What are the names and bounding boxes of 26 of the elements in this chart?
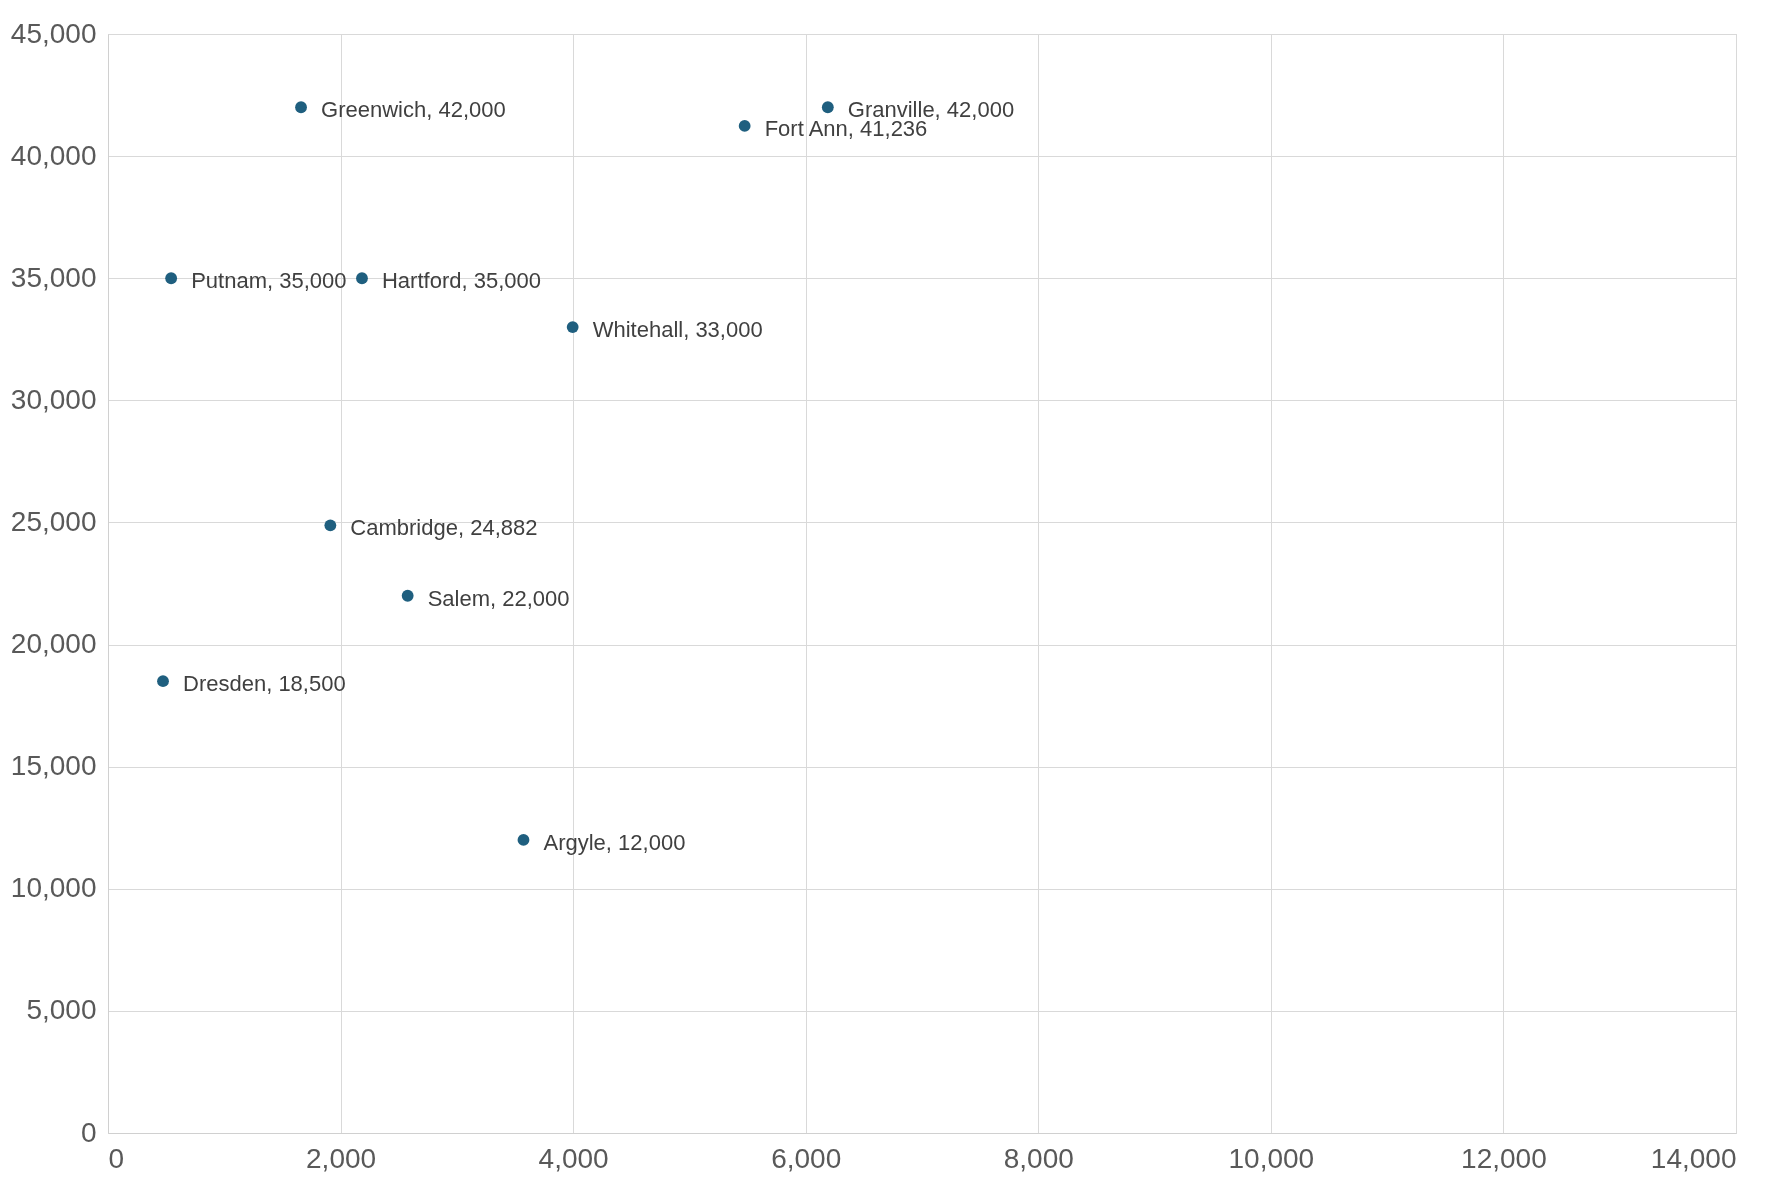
text: Putnam, 35,000	[191, 268, 347, 294]
text: Greenwich, 42,000	[321, 97, 506, 123]
text: Argyle, 12,000	[543, 829, 686, 855]
y-tick-label: 20,000	[10, 628, 97, 660]
y-tick-label: 30,000	[10, 383, 97, 415]
text: Hartford, 35,000	[381, 268, 541, 294]
x-tick-label: 8,000	[1003, 1142, 1074, 1174]
y-tick-label: 5,000	[26, 994, 97, 1026]
x-tick-label: 4,000	[538, 1142, 609, 1174]
y-tick-label: 25,000	[10, 505, 97, 537]
x-tick-label: 2,000	[306, 1142, 377, 1174]
x-tick-label: 0	[108, 1142, 125, 1174]
x-tick-label: 10,000	[1228, 1142, 1315, 1174]
y-tick-label: 0	[80, 1116, 97, 1148]
y-tick-label: 15,000	[10, 750, 97, 782]
y-tick-label: 10,000	[10, 872, 97, 904]
text: Whitehall, 33,000	[592, 317, 763, 343]
y-tick-label: 40,000	[10, 139, 97, 171]
y-tick-label: 35,000	[10, 261, 97, 293]
text: Dresden, 18,500	[183, 671, 346, 697]
text: Cambridge, 24,882	[350, 515, 538, 541]
text: Salem, 22,000	[427, 585, 570, 611]
x-tick-label: 12,000	[1461, 1142, 1547, 1174]
x-tick-label: 6,000	[771, 1142, 842, 1174]
x-tick-label: 14,000	[1650, 1142, 1737, 1174]
y-tick-label: 45,000	[10, 17, 97, 49]
